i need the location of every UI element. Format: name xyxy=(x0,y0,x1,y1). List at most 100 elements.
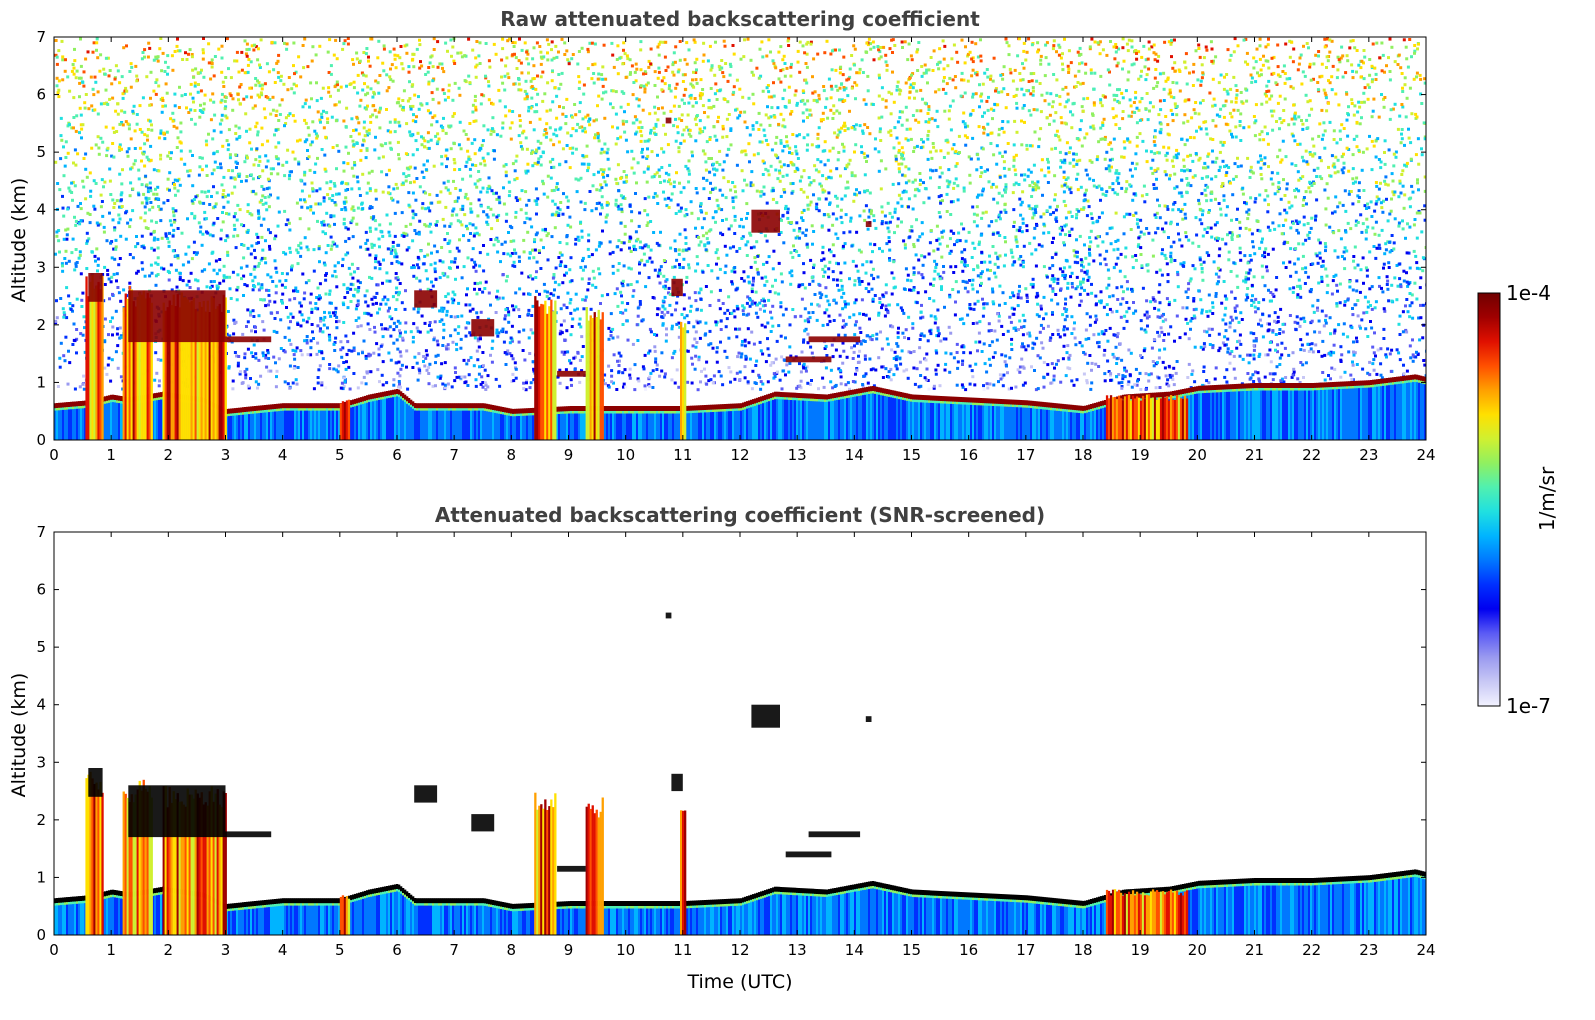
precip-column xyxy=(585,797,604,935)
cloud-layer xyxy=(471,814,495,832)
colorbar-min-label: 1e-7 xyxy=(1506,694,1551,718)
y-tick-label: 6 xyxy=(36,86,46,104)
x-tick-label: 21 xyxy=(1245,941,1264,959)
x-tick-label: 1 xyxy=(106,941,116,959)
cloud-layer xyxy=(557,865,586,872)
precip-column xyxy=(680,321,687,440)
cloud-layer xyxy=(414,785,438,803)
y-tick-label: 6 xyxy=(36,581,46,599)
y-tick-label: 7 xyxy=(36,28,46,46)
y-tick-label: 1 xyxy=(36,373,46,391)
precip-column xyxy=(339,399,351,440)
cloud-layer xyxy=(808,336,861,343)
x-tick-label: 20 xyxy=(1188,941,1207,959)
precip-column xyxy=(1105,394,1189,440)
x-tick-label: 20 xyxy=(1188,446,1207,464)
x-tick-label: 16 xyxy=(959,446,978,464)
y-tick-label: 4 xyxy=(36,201,46,219)
y-tick-label: 5 xyxy=(36,638,46,656)
y-tick-label: 7 xyxy=(36,523,46,541)
cloud-layer xyxy=(128,290,226,343)
x-tick-label: 14 xyxy=(845,446,864,464)
precip-column xyxy=(339,895,351,935)
x-tick-label: 4 xyxy=(278,941,288,959)
x-tick-label: 22 xyxy=(1302,941,1321,959)
x-tick-label: 7 xyxy=(449,446,459,464)
x-tick-label: 17 xyxy=(1016,446,1035,464)
x-tick-label: 5 xyxy=(335,446,345,464)
cloud-layer xyxy=(557,370,586,377)
panel-screened: Attenuated backscattering coefficient (S… xyxy=(8,503,1436,993)
cloud-layer xyxy=(671,773,683,792)
x-tick-label: 21 xyxy=(1245,446,1264,464)
x-tick-label: 6 xyxy=(392,941,402,959)
y-tick-label: 4 xyxy=(36,696,46,714)
colorbar: 1e-4 1e-7 1/m/sr xyxy=(1477,281,1559,718)
x-tick-label: 2 xyxy=(164,941,174,959)
y-tick-label: 1 xyxy=(36,868,46,886)
cloud-layer xyxy=(785,356,832,363)
heatmap-background xyxy=(54,532,1426,935)
cloud-layer xyxy=(88,273,103,302)
x-tick-label: 9 xyxy=(564,446,574,464)
x-tick-label: 1 xyxy=(106,446,116,464)
x-tick-label: 13 xyxy=(788,446,807,464)
cloud-layer xyxy=(88,768,103,797)
x-tick-label: 14 xyxy=(845,941,864,959)
precip-column xyxy=(680,810,687,935)
x-tick-label: 17 xyxy=(1016,941,1035,959)
x-tick-label: 19 xyxy=(1131,446,1150,464)
cloud-layer xyxy=(785,851,832,858)
x-tick-label: 18 xyxy=(1073,941,1092,959)
y-tick-label: 0 xyxy=(36,926,46,944)
cloud-layer xyxy=(225,336,272,343)
cloud-layer xyxy=(751,704,780,728)
y-tick-label: 0 xyxy=(36,431,46,449)
cloud-layer xyxy=(225,831,272,838)
cloud-layer xyxy=(808,831,861,838)
cloud-layer xyxy=(471,319,495,337)
precip-column xyxy=(534,792,557,935)
axes-screened: 0 1 2 3 4 5 6 7 8 9 10 11 12 13 14 15 16 17 18 19 20 21 22 23 24… xyxy=(36,523,1435,959)
x-tick-label: 15 xyxy=(902,446,921,464)
y-tick-label: 2 xyxy=(36,811,46,829)
precip-column xyxy=(122,779,153,935)
x-tick-label: 16 xyxy=(959,941,978,959)
colorbar-unit-label: 1/m/sr xyxy=(1535,466,1559,531)
cloud-layer xyxy=(414,290,438,308)
x-tick-label: 7 xyxy=(449,941,459,959)
x-tick-label: 18 xyxy=(1073,446,1092,464)
cloud-layer xyxy=(665,612,672,619)
x-axis-label: Time (UTC) xyxy=(686,971,792,993)
precip-column xyxy=(85,771,104,935)
precip-column xyxy=(162,785,227,935)
x-tick-label: 8 xyxy=(507,941,517,959)
y-tick-label: 3 xyxy=(36,258,46,276)
x-tick-label: 23 xyxy=(1359,446,1378,464)
x-tick-label: 24 xyxy=(1416,446,1435,464)
x-tick-label: 3 xyxy=(221,446,231,464)
colorbar-max-label: 1e-4 xyxy=(1506,281,1551,305)
x-tick-label: 19 xyxy=(1131,941,1150,959)
x-tick-label: 10 xyxy=(616,446,635,464)
x-tick-label: 11 xyxy=(673,941,692,959)
x-tick-label: 24 xyxy=(1416,941,1435,959)
precip-column xyxy=(585,307,604,440)
x-tick-label: 0 xyxy=(49,446,59,464)
x-tick-label: 6 xyxy=(392,446,402,464)
x-tick-label: 0 xyxy=(49,941,59,959)
cloud-layer xyxy=(751,209,780,233)
cloud-layer xyxy=(865,221,872,227)
x-tick-label: 9 xyxy=(564,941,574,959)
x-tick-label: 10 xyxy=(616,941,635,959)
cloud-layer xyxy=(865,716,872,722)
precip-column xyxy=(122,285,153,440)
x-tick-label: 23 xyxy=(1359,941,1378,959)
colorbar-gradient xyxy=(1477,292,1501,707)
x-tick-label: 3 xyxy=(221,941,231,959)
y-tick-label: 3 xyxy=(36,753,46,771)
cloud-layer xyxy=(671,278,683,297)
panel-raw: Raw attenuated backscattering coefficien… xyxy=(8,7,1436,464)
panel-title-screened: Attenuated backscattering coefficient (S… xyxy=(435,503,1045,527)
